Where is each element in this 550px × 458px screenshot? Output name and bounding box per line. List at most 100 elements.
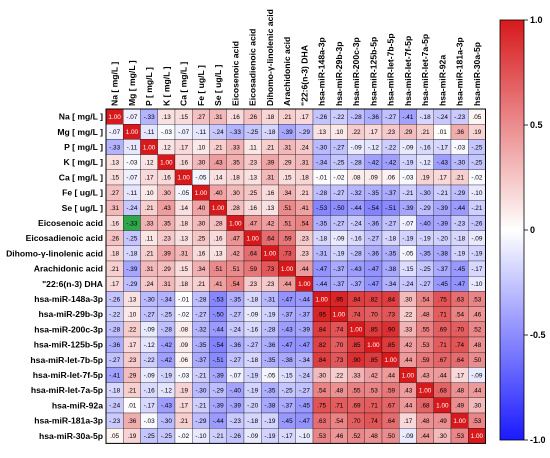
- cell-value-label: .30: [231, 190, 240, 197]
- cell-value-label: -.10: [195, 433, 206, 440]
- cell-value-label: .21: [110, 266, 119, 273]
- cell-value-label: -.19: [402, 236, 413, 243]
- cell-value-label: .53: [455, 433, 464, 440]
- cell-value-label: .33: [403, 327, 412, 334]
- cell-value-label: .50: [472, 357, 481, 364]
- cell-value-label: -.30: [454, 160, 465, 167]
- cell-value-label: -.18: [385, 236, 396, 243]
- cell-value-label: .10: [127, 312, 136, 319]
- cell-value-label: 1.00: [264, 251, 277, 258]
- cell-value-label: -.37: [195, 357, 206, 364]
- cell-value-label: -.43: [351, 266, 362, 273]
- cell-value-label: -.30: [420, 190, 431, 197]
- cell-value-label: .27: [110, 190, 119, 197]
- cell-value-label: -.25: [282, 388, 293, 395]
- cell-value-label: .27: [196, 114, 205, 121]
- cell-value-label: -.28: [161, 327, 172, 334]
- cell-value-label: -.28: [351, 160, 362, 167]
- cell-value-label: .64: [386, 418, 395, 425]
- cell-value-label: .09: [179, 342, 188, 349]
- cell-value-label: .68: [438, 388, 447, 395]
- cell-value-label: -.09: [351, 144, 362, 151]
- cell-value-label: .85: [352, 342, 361, 349]
- cell-value-label: .54: [421, 296, 430, 303]
- cell-value-label: .22: [127, 327, 136, 334]
- cell-value-label: -.25: [161, 312, 172, 319]
- cell-value-label: -.24: [402, 281, 413, 288]
- cell-value-label: .53: [472, 418, 481, 425]
- cell-value-label: -.18: [454, 236, 465, 243]
- cell-value-label: .31: [265, 175, 274, 182]
- cell-value-label: -.53: [316, 205, 327, 212]
- cell-value-label: 1.00: [143, 144, 156, 151]
- row-label-hsa-mir-30a-5p: hsa-miR-30a-5p: [39, 431, 103, 441]
- cell-value-label: -.17: [471, 266, 482, 273]
- cell-value-label: -.34: [161, 296, 172, 303]
- cell-value-label: .59: [386, 388, 395, 395]
- cell-value-label: .84: [352, 296, 361, 303]
- cell-value-label: -.03: [144, 418, 155, 425]
- cell-value-label: -.22: [385, 144, 396, 151]
- cell-value-label: -.16: [351, 236, 362, 243]
- cell-value-label: -.09: [402, 433, 413, 440]
- colorbar-tick-label: 1.0: [530, 15, 543, 25]
- cell-value-label: .64: [455, 357, 464, 364]
- cell-value-label: -.28: [316, 190, 327, 197]
- colorbar: [499, 19, 525, 441]
- column-label-ca-mg-l: Ca [ mg/L ]: [179, 62, 189, 106]
- cell-value-label: -.12: [161, 388, 172, 395]
- cell-value-label: .71: [369, 403, 378, 410]
- cell-value-label: .18: [179, 220, 188, 227]
- cell-value-label: -.35: [195, 342, 206, 349]
- cell-value-label: .41: [214, 281, 223, 288]
- cell-value-label: -.21: [195, 403, 206, 410]
- cell-value-label: 1.00: [384, 357, 397, 364]
- cell-value-label: .90: [386, 327, 395, 334]
- colorbar-tick-label: 0: [530, 225, 535, 235]
- cell-value-label: -.27: [247, 342, 258, 349]
- cell-value-label: .46: [472, 312, 481, 319]
- cell-value-label: -.24: [109, 403, 120, 410]
- cell-value-label: -.19: [454, 251, 465, 258]
- column-label-22-6-n-3-dha: "22:6(n-3) DHA: [299, 45, 309, 106]
- cell-value-label: .23: [300, 251, 309, 258]
- cell-value-label: -.15: [282, 372, 293, 379]
- cell-value-label: .90: [352, 357, 361, 364]
- cell-value-label: .05: [472, 114, 481, 121]
- column-label-dihomo-linolenic-acid: Dihomo-γ-linolenic acid: [265, 9, 275, 106]
- cell-value-label: .42: [265, 220, 274, 227]
- cell-value-label: .47: [231, 236, 240, 243]
- cell-value-label: .59: [283, 236, 292, 243]
- cell-value-label: .17: [145, 175, 154, 182]
- cell-value-label: -.11: [127, 144, 138, 151]
- cell-value-label: .33: [231, 144, 240, 151]
- cell-value-label: .21: [196, 281, 205, 288]
- cell-value-label: .70: [334, 342, 343, 349]
- cell-value-label: .29: [162, 266, 171, 273]
- cell-value-label: .31: [145, 266, 154, 273]
- cell-value-label: -.10: [471, 281, 482, 288]
- cell-value-label: .43: [421, 372, 430, 379]
- cell-value-label: .54: [231, 281, 240, 288]
- cell-value-label: .21: [179, 418, 188, 425]
- cell-value-label: .39: [162, 251, 171, 258]
- cell-value-label: .84: [317, 357, 326, 364]
- cell-value-label: .16: [248, 205, 257, 212]
- cell-value-label: -.07: [126, 114, 137, 121]
- cell-value-label: -.28: [195, 296, 206, 303]
- cell-value-label: -.35: [264, 388, 275, 395]
- cell-value-label: -.21: [471, 205, 482, 212]
- cell-value-label: .24: [145, 281, 154, 288]
- cell-value-label: .10: [145, 190, 154, 197]
- cell-value-label: -.01: [316, 175, 327, 182]
- cell-value-label: .30: [317, 372, 326, 379]
- cell-value-label: .22: [334, 372, 343, 379]
- cell-value-label: -.24: [213, 129, 224, 136]
- cell-value-label: -.35: [230, 296, 241, 303]
- cell-value-label: .21: [421, 129, 430, 136]
- colorbar-tick-label: 0.5: [530, 120, 543, 130]
- cell-value-label: .47: [248, 220, 257, 227]
- row-label-22-6-n-3-dha: "22:6(n-3) DHA: [42, 279, 103, 289]
- cell-value-label: .40: [196, 205, 205, 212]
- cell-value-label: -.27: [230, 312, 241, 319]
